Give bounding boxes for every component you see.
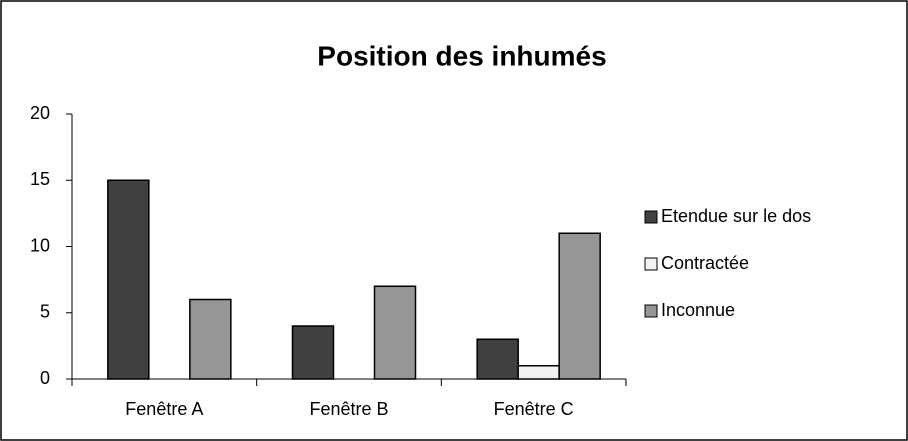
- y-tick-label: 0: [40, 368, 50, 388]
- legend-label: Contractée: [661, 253, 749, 273]
- bar: [107, 179, 150, 380]
- y-tick-label: 10: [30, 235, 50, 255]
- y-tick-label: 20: [30, 103, 50, 123]
- bar: [476, 338, 519, 380]
- chart-title: Position des inhumés: [317, 40, 606, 71]
- bar: [558, 232, 601, 380]
- legend-swatch: [644, 210, 658, 224]
- y-tick-label: 5: [40, 302, 50, 322]
- bar: [291, 325, 335, 380]
- y-tick-label: 15: [30, 169, 50, 189]
- legend-label: Etendue sur le dos: [661, 206, 811, 226]
- bar: [517, 365, 560, 380]
- legend-swatch: [644, 304, 658, 318]
- bar: [189, 298, 232, 380]
- x-tick-label: Fenêtre C: [494, 399, 574, 419]
- legend-swatch: [644, 257, 658, 271]
- legend-label: Inconnue: [661, 300, 735, 320]
- x-tick-label: Fenêtre A: [125, 399, 203, 419]
- bar: [373, 285, 417, 380]
- x-tick-label: Fenêtre B: [309, 399, 388, 419]
